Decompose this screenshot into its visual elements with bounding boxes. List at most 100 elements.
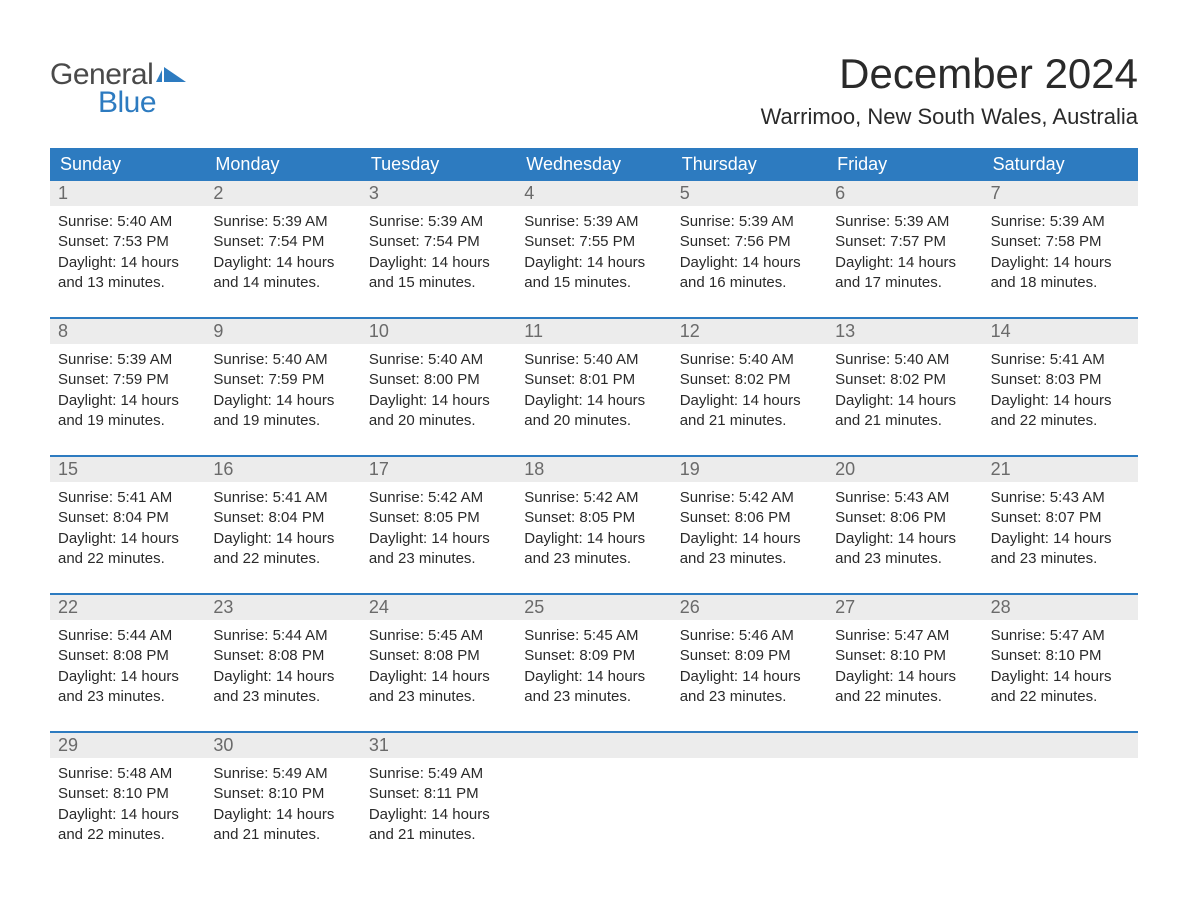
day-sunset: Sunset: 8:02 PM: [680, 370, 819, 390]
day-daylight2: and 15 minutes.: [369, 273, 508, 293]
day-number: 25: [524, 597, 544, 617]
weekday-header-row: Sunday Monday Tuesday Wednesday Thursday…: [50, 148, 1138, 181]
day-daylight2: and 19 minutes.: [213, 411, 352, 431]
day-daylight1: Daylight: 14 hours: [369, 391, 508, 411]
calendar-day: 14Sunrise: 5:41 AMSunset: 8:03 PMDayligh…: [983, 319, 1138, 437]
day-details: Sunrise: 5:40 AMSunset: 7:53 PMDaylight:…: [50, 206, 205, 299]
calendar-day: 12 Sunrise: 5:40 AMSunset: 8:02 PMDayligh…: [672, 319, 827, 437]
day-number-row: 9: [205, 319, 360, 344]
day-sunset: Sunset: 8:10 PM: [213, 784, 352, 804]
day-details: Sunrise: 5:42 AMSunset: 8:06 PMDaylight:…: [672, 482, 827, 575]
day-details: Sunrise: 5:42 AMSunset: 8:05 PMDaylight:…: [516, 482, 671, 575]
day-daylight2: and 22 minutes.: [213, 549, 352, 569]
day-daylight2: and 22 minutes.: [58, 549, 197, 569]
day-sunset: Sunset: 7:56 PM: [680, 232, 819, 252]
calendar-day: 24Sunrise: 5:45 AMSunset: 8:08 PMDayligh…: [361, 595, 516, 713]
day-details: Sunrise: 5:39 AMSunset: 7:57 PMDaylight:…: [827, 206, 982, 299]
day-daylight1: Daylight: 14 hours: [680, 391, 819, 411]
calendar-week: 22Sunrise: 5:44 AMSunset: 8:08 PMDayligh…: [50, 593, 1138, 713]
day-daylight2: and 23 minutes.: [524, 687, 663, 707]
calendar-day: 1Sunrise: 5:40 AMSunset: 7:53 PMDaylight…: [50, 181, 205, 299]
calendar-day: 20Sunrise: 5:43 AMSunset: 8:06 PMDayligh…: [827, 457, 982, 575]
calendar-day: 5Sunrise: 5:39 AMSunset: 7:56 PMDaylight…: [672, 181, 827, 299]
day-sunrise: Sunrise: 5:42 AM: [524, 488, 663, 508]
day-daylight1: Daylight: 14 hours: [835, 253, 974, 273]
day-sunrise: Sunrise: 5:39 AM: [680, 212, 819, 232]
day-number: 18: [524, 459, 544, 479]
day-number-row: 17: [361, 457, 516, 482]
day-daylight2: and 21 minutes.: [369, 825, 508, 845]
day-daylight2: and 21 minutes.: [213, 825, 352, 845]
day-sunrise: Sunrise: 5:39 AM: [991, 212, 1130, 232]
day-number-row: 28: [983, 595, 1138, 620]
day-number-row: 21: [983, 457, 1138, 482]
day-details: Sunrise: 5:39 AMSunset: 7:58 PMDaylight:…: [983, 206, 1138, 299]
day-number: 2: [213, 183, 223, 203]
day-sunrise: Sunrise: 5:40 AM: [58, 212, 197, 232]
day-number: [680, 735, 685, 755]
day-sunset: Sunset: 8:05 PM: [369, 508, 508, 528]
day-sunrise: Sunrise: 5:45 AM: [369, 626, 508, 646]
day-sunset: Sunset: 8:01 PM: [524, 370, 663, 390]
day-number-row: 12: [672, 319, 827, 344]
day-number: 7: [991, 183, 1001, 203]
day-details: Sunrise: 5:40 AMSunset: 8:02 PMDaylight:…: [672, 344, 827, 437]
weekday-header: Friday: [827, 148, 982, 181]
flag-icon: [156, 64, 186, 84]
day-sunrise: Sunrise: 5:44 AM: [213, 626, 352, 646]
day-details: Sunrise: 5:46 AMSunset: 8:09 PMDaylight:…: [672, 620, 827, 713]
day-sunrise: Sunrise: 5:39 AM: [58, 350, 197, 370]
day-number-row: 26: [672, 595, 827, 620]
day-number-row: 30: [205, 733, 360, 758]
day-number: 3: [369, 183, 379, 203]
day-number-row: 14: [983, 319, 1138, 344]
day-sunset: Sunset: 8:10 PM: [835, 646, 974, 666]
day-details: Sunrise: 5:47 AMSunset: 8:10 PMDaylight:…: [827, 620, 982, 713]
day-number: 28: [991, 597, 1011, 617]
day-details: Sunrise: 5:43 AMSunset: 8:07 PMDaylight:…: [983, 482, 1138, 575]
day-sunset: Sunset: 8:09 PM: [524, 646, 663, 666]
day-number-row: 15: [50, 457, 205, 482]
calendar-day: 25Sunrise: 5:45 AMSunset: 8:09 PMDayligh…: [516, 595, 671, 713]
calendar-day: 8Sunrise: 5:39 AMSunset: 7:59 PMDaylight…: [50, 319, 205, 437]
day-number: 12: [680, 321, 700, 341]
day-daylight1: Daylight: 14 hours: [213, 391, 352, 411]
day-daylight1: Daylight: 14 hours: [680, 529, 819, 549]
day-sunset: Sunset: 8:08 PM: [213, 646, 352, 666]
day-number-row: [983, 733, 1138, 758]
day-number-row: 6: [827, 181, 982, 206]
day-daylight1: Daylight: 14 hours: [524, 253, 663, 273]
day-daylight1: Daylight: 14 hours: [58, 667, 197, 687]
day-daylight1: Daylight: 14 hours: [58, 805, 197, 825]
calendar-week: 15Sunrise: 5:41 AMSunset: 8:04 PMDayligh…: [50, 455, 1138, 575]
day-number-row: 20: [827, 457, 982, 482]
day-daylight1: Daylight: 14 hours: [524, 529, 663, 549]
day-number-row: 31: [361, 733, 516, 758]
day-sunset: Sunset: 8:07 PM: [991, 508, 1130, 528]
day-daylight2: and 15 minutes.: [524, 273, 663, 293]
day-details: Sunrise: 5:49 AMSunset: 8:10 PMDaylight:…: [205, 758, 360, 851]
day-number-row: 11: [516, 319, 671, 344]
day-sunrise: Sunrise: 5:43 AM: [991, 488, 1130, 508]
day-details: Sunrise: 5:39 AMSunset: 7:56 PMDaylight:…: [672, 206, 827, 299]
day-daylight2: and 23 minutes.: [213, 687, 352, 707]
calendar-day: 6Sunrise: 5:39 AMSunset: 7:57 PMDaylight…: [827, 181, 982, 299]
day-details: Sunrise: 5:48 AMSunset: 8:10 PMDaylight:…: [50, 758, 205, 851]
day-details: Sunrise: 5:42 AMSunset: 8:05 PMDaylight:…: [361, 482, 516, 575]
day-number-row: 24: [361, 595, 516, 620]
day-number-row: 27: [827, 595, 982, 620]
logo: General Blue: [50, 50, 186, 120]
header: General Blue December 2024 Warrimoo, New…: [50, 50, 1138, 130]
day-daylight2: and 23 minutes.: [369, 687, 508, 707]
day-sunrise: Sunrise: 5:41 AM: [991, 350, 1130, 370]
calendar-day: 19Sunrise: 5:42 AMSunset: 8:06 PMDayligh…: [672, 457, 827, 575]
day-sunrise: Sunrise: 5:43 AM: [835, 488, 974, 508]
weekday-header: Thursday: [672, 148, 827, 181]
calendar-day: 23 Sunrise: 5:44 AMSunset: 8:08 PMDayligh…: [205, 595, 360, 713]
day-daylight1: Daylight: 14 hours: [213, 667, 352, 687]
day-number-row: 22: [50, 595, 205, 620]
day-sunset: Sunset: 8:03 PM: [991, 370, 1130, 390]
month-title: December 2024: [761, 50, 1138, 98]
day-number-row: 23: [205, 595, 360, 620]
day-sunrise: Sunrise: 5:40 AM: [524, 350, 663, 370]
